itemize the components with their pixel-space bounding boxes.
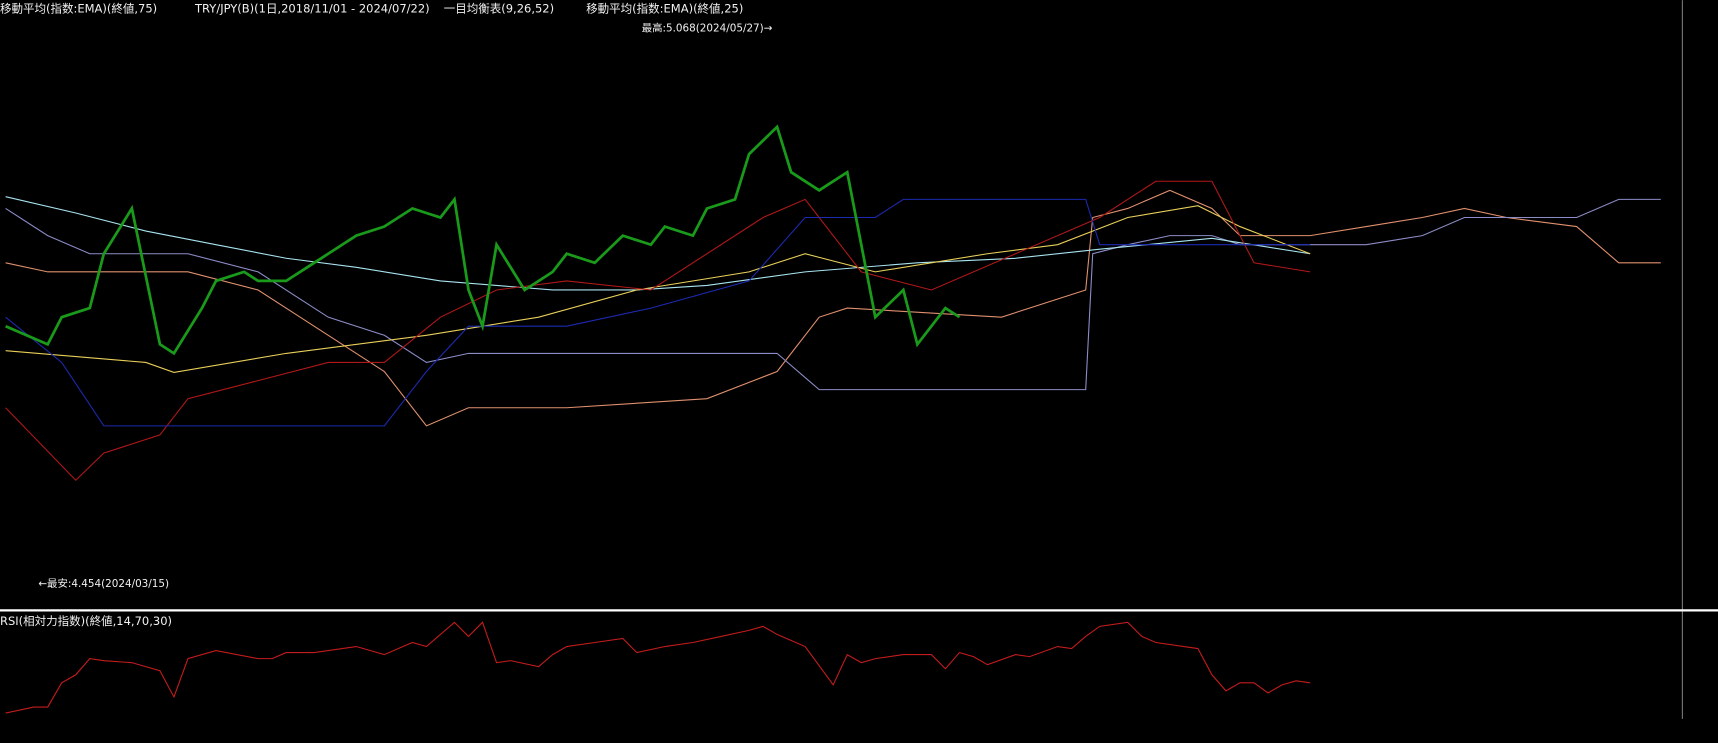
indicator-line (5, 205, 1311, 373)
low-annotation: ←最安:4.454(2024/03/15) (38, 577, 169, 590)
header-ema25: 移動平均(指数:EMA)(終値,25) (586, 1, 743, 15)
header-symbol: TRY/JPY(B)(1日,2018/11/01 - 2024/07/22) (194, 1, 430, 15)
indicator-line (5, 124, 961, 356)
header-ema75: 移動平均(指数:EMA)(終値,75) (0, 1, 157, 15)
span-b-line (5, 198, 1661, 391)
indicator-line (5, 196, 1311, 291)
rsi-line (5, 621, 1311, 714)
span-a-line (5, 189, 1661, 427)
header-ichimoku: 一目均衡表(9,26,52) (444, 1, 554, 15)
cloud-layer (5, 189, 1661, 427)
indicator-line (5, 180, 1311, 482)
line-layer (5, 124, 1311, 714)
high-annotation: 最高:5.068(2024/05/27)→ (642, 22, 773, 35)
indicator-line (5, 198, 1311, 427)
rsi-title: RSI(相対力指数)(終値,14,70,30) (0, 614, 172, 628)
